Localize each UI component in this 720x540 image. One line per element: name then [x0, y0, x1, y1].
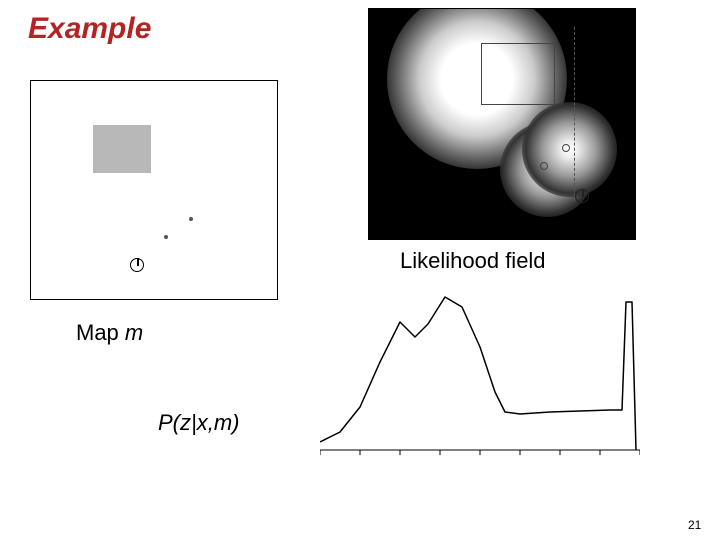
map-obstacle-block: [93, 125, 151, 173]
pz-chart: [320, 282, 640, 464]
map-robot-pose: [130, 258, 144, 272]
likelihood-robot-pose: [575, 189, 589, 203]
likelihood-robot-heading: [582, 189, 583, 197]
pz-label: P(z|x,m): [158, 410, 239, 436]
likelihood-landmark-circle-2: [540, 162, 548, 170]
likelihood-landmark-circle-1: [562, 144, 570, 152]
map-robot-heading: [137, 258, 138, 266]
likelihood-square-outline: [481, 43, 555, 105]
likelihood-label: Likelihood field: [400, 248, 546, 274]
slide-title: Example: [28, 12, 151, 46]
map-label-text: Map: [76, 320, 125, 345]
map-label-m: m: [125, 320, 143, 345]
likelihood-panel: [368, 8, 636, 240]
map-panel: [30, 80, 278, 300]
map-label: Map m: [76, 320, 143, 346]
likelihood-scan-ray: [574, 27, 575, 201]
map-landmark-dot-1: [164, 235, 168, 239]
map-landmark-dot-2: [189, 217, 193, 221]
page-number: 21: [688, 518, 701, 532]
